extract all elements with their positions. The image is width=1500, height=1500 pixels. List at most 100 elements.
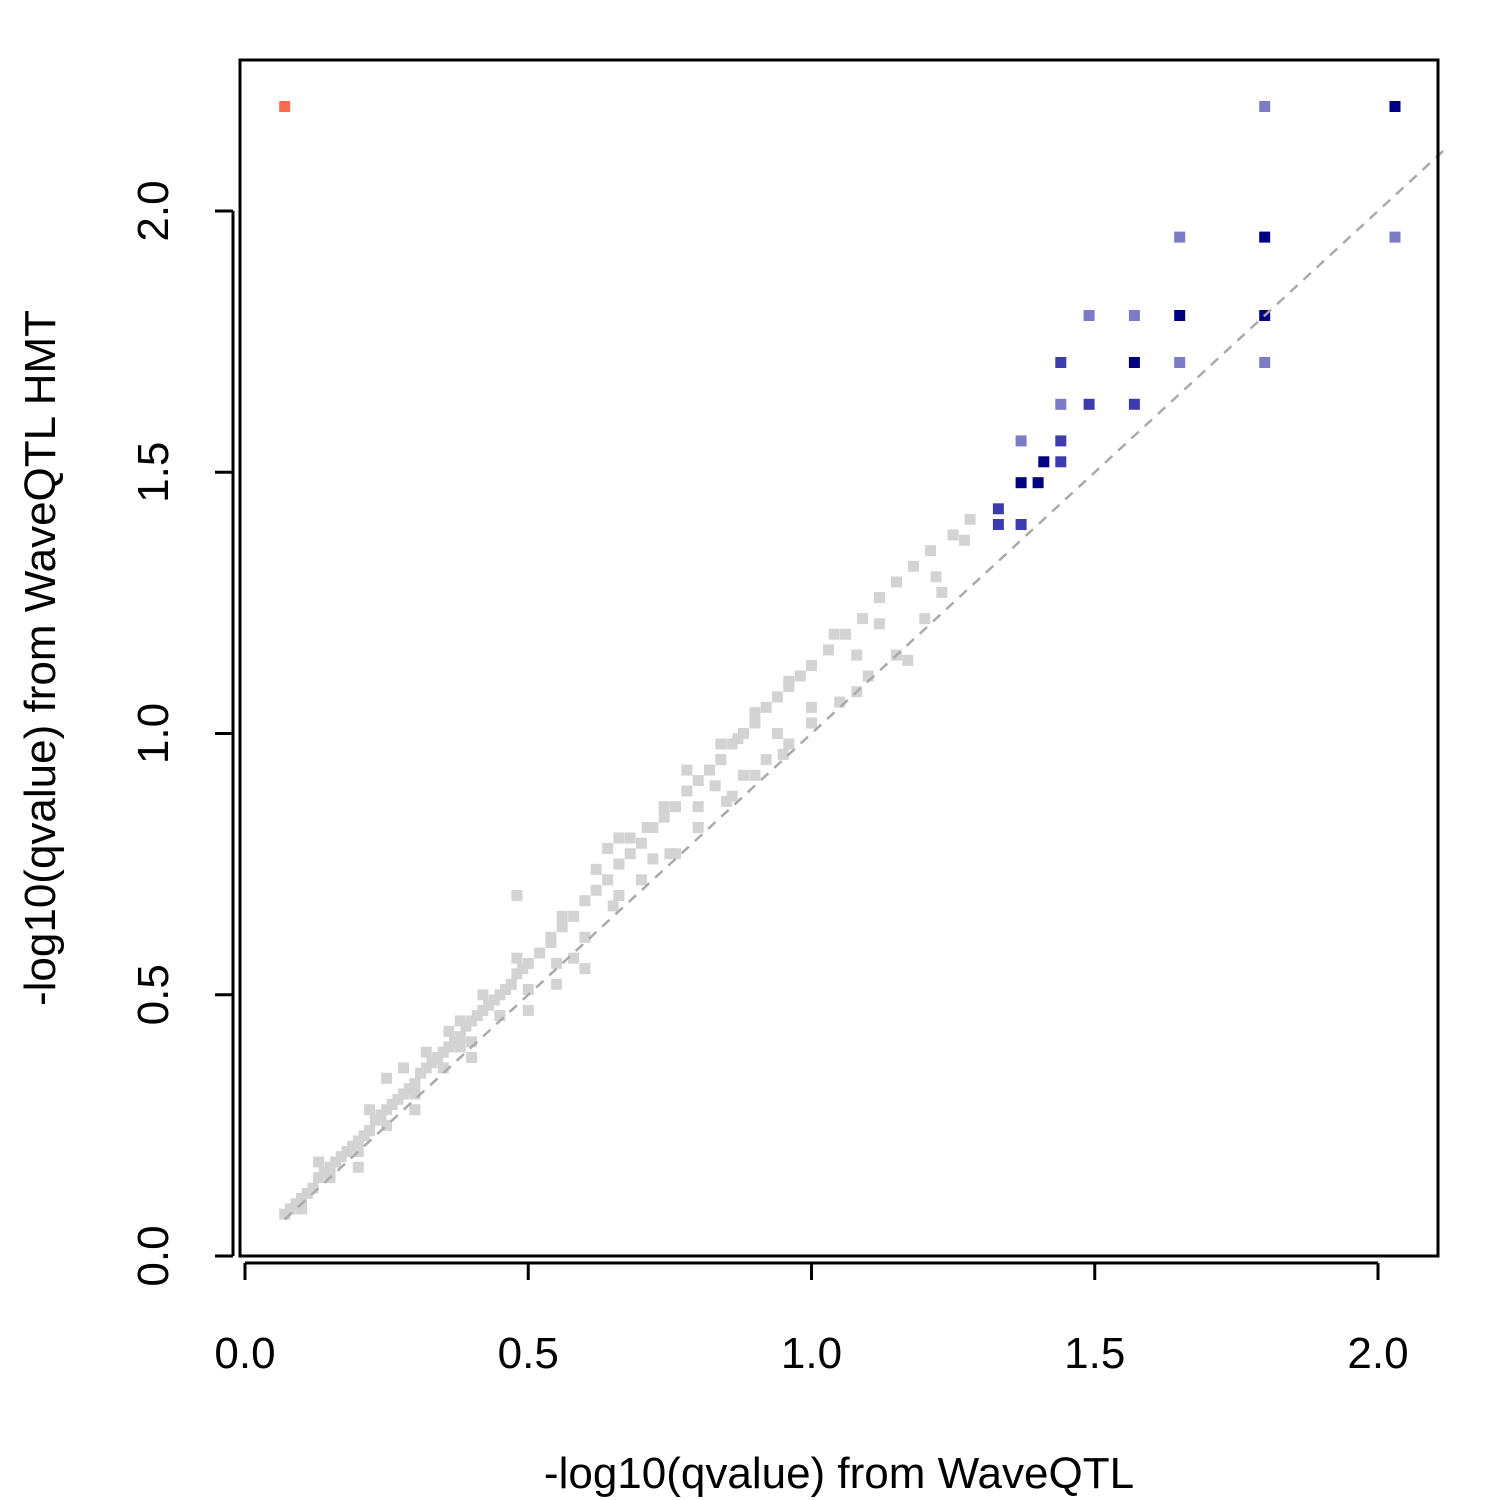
y-tick-label: 1.0 [129, 703, 178, 764]
point-bulk-132 [692, 801, 704, 813]
point-highlight_light-7 [1055, 398, 1067, 410]
point-bulk-103 [364, 1104, 376, 1116]
point-bulk-17 [375, 1109, 387, 1121]
point-bulk-61 [726, 738, 738, 750]
point-bulk-29 [443, 1041, 455, 1053]
point-bulk-122 [670, 848, 681, 860]
point-bulk-3 [296, 1193, 308, 1204]
point-bulk-101 [936, 586, 948, 598]
point-bulk-34 [471, 1010, 483, 1022]
point-bulk-47 [568, 910, 580, 922]
point-bulk-11 [341, 1146, 353, 1157]
y-axis-title: -log10(qvalue) from WaveQTL HMT [16, 310, 65, 1006]
point-bulk-80 [352, 1146, 364, 1157]
point-bulk-2 [290, 1198, 302, 1210]
x-axis: 0.0 0.5 1.0 1.5 2.0 [214, 1261, 1409, 1378]
y-axis: 0.0 0.5 1.0 1.5 2.0 [129, 180, 235, 1287]
point-bulk-133 [738, 769, 749, 781]
point-bulk-110 [624, 832, 636, 844]
point-bulk-111 [658, 801, 670, 813]
point-outlier-0 [279, 101, 291, 112]
point-bulk-26 [426, 1057, 438, 1069]
point-bulk-126 [902, 654, 914, 666]
point-bulk-21 [398, 1088, 410, 1100]
point-bulk-5 [307, 1182, 319, 1194]
point-bulk-78 [296, 1203, 308, 1215]
point-bulk-100 [919, 613, 931, 625]
point-bulk-102 [313, 1156, 325, 1168]
point-bulk-38 [494, 989, 506, 1001]
point-bulk-74 [908, 560, 919, 572]
point-highlight_dark-1 [1259, 231, 1271, 243]
point-bulk-64 [760, 701, 772, 713]
point-bulk-95 [777, 748, 789, 760]
y-tick-label: 1.5 [129, 442, 178, 503]
x-tick-label: 0.5 [498, 1329, 559, 1378]
point-bulk-93 [721, 795, 732, 807]
point-highlight_light-2 [1389, 231, 1401, 243]
reference-line-y-equals-x [283, 149, 1444, 1221]
point-bulk-105 [443, 1025, 455, 1037]
point-bulk-136 [959, 534, 970, 546]
point-bulk-120 [568, 952, 580, 964]
point-bulk-12 [347, 1140, 359, 1152]
point-bulk-43 [522, 957, 534, 969]
point-bulk-130 [602, 843, 614, 854]
point-bulk-1 [284, 1203, 296, 1215]
point-bulk-40 [505, 978, 517, 990]
point-highlight_dark-2 [1174, 310, 1186, 321]
point-bulk-8 [324, 1161, 336, 1173]
point-bulk-71 [857, 613, 868, 625]
point-highlight_mid-0 [1055, 357, 1067, 368]
point-bulk-75 [925, 545, 936, 557]
point-bulk-97 [834, 696, 846, 708]
point-highlight_dark-7 [1032, 477, 1044, 489]
point-bulk-107 [511, 952, 523, 964]
point-bulk-81 [381, 1119, 393, 1131]
point-bulk-85 [494, 1010, 506, 1022]
point-bulk-88 [579, 931, 591, 943]
point-bulk-54 [647, 822, 659, 833]
point-bulk-148 [681, 764, 693, 776]
point-highlight_light-6 [1259, 357, 1271, 368]
point-highlight_mid-3 [1055, 435, 1067, 447]
point-bulk-14 [358, 1130, 370, 1142]
point-bulk-19 [386, 1099, 398, 1110]
point-bulk-52 [624, 848, 636, 860]
point-bulk-108 [556, 910, 568, 922]
point-bulk-55 [658, 811, 670, 823]
point-bulk-112 [715, 738, 727, 750]
point-bulk-117 [409, 1104, 421, 1116]
point-bulk-91 [664, 848, 676, 860]
point-bulk-58 [692, 775, 704, 786]
point-bulk-124 [783, 738, 795, 750]
point-highlight_mid-7 [1015, 519, 1027, 530]
point-bulk-0 [279, 1208, 291, 1220]
point-bulk-134 [806, 701, 817, 713]
point-bulk-87 [551, 957, 563, 969]
point-bulk-50 [602, 874, 614, 886]
point-bulk-10 [335, 1151, 347, 1163]
point-bulk-39 [500, 984, 512, 995]
point-highlight_light-1 [1174, 231, 1186, 243]
x-tick-label: 1.0 [781, 1329, 842, 1378]
point-highlight_mid-6 [992, 519, 1004, 530]
point-bulk-138 [454, 1015, 466, 1027]
point-bulk-92 [692, 822, 704, 833]
point-bulk-69 [823, 644, 834, 656]
point-bulk-37 [488, 994, 500, 1006]
point-bulk-16 [369, 1114, 381, 1126]
point-bulk-113 [749, 707, 761, 719]
point-bulk-18 [381, 1104, 393, 1116]
point-bulk-90 [636, 874, 647, 886]
point-bulk-150 [760, 754, 772, 766]
point-bulk-131 [647, 853, 659, 865]
point-bulk-68 [806, 660, 817, 672]
point-highlight_mid-2 [1128, 398, 1140, 410]
point-bulk-35 [477, 1004, 489, 1016]
point-bulk-57 [681, 785, 693, 797]
point-highlight_mid-5 [992, 503, 1004, 515]
point-bulk-67 [794, 670, 806, 682]
point-highlight_light-4 [1128, 310, 1140, 321]
